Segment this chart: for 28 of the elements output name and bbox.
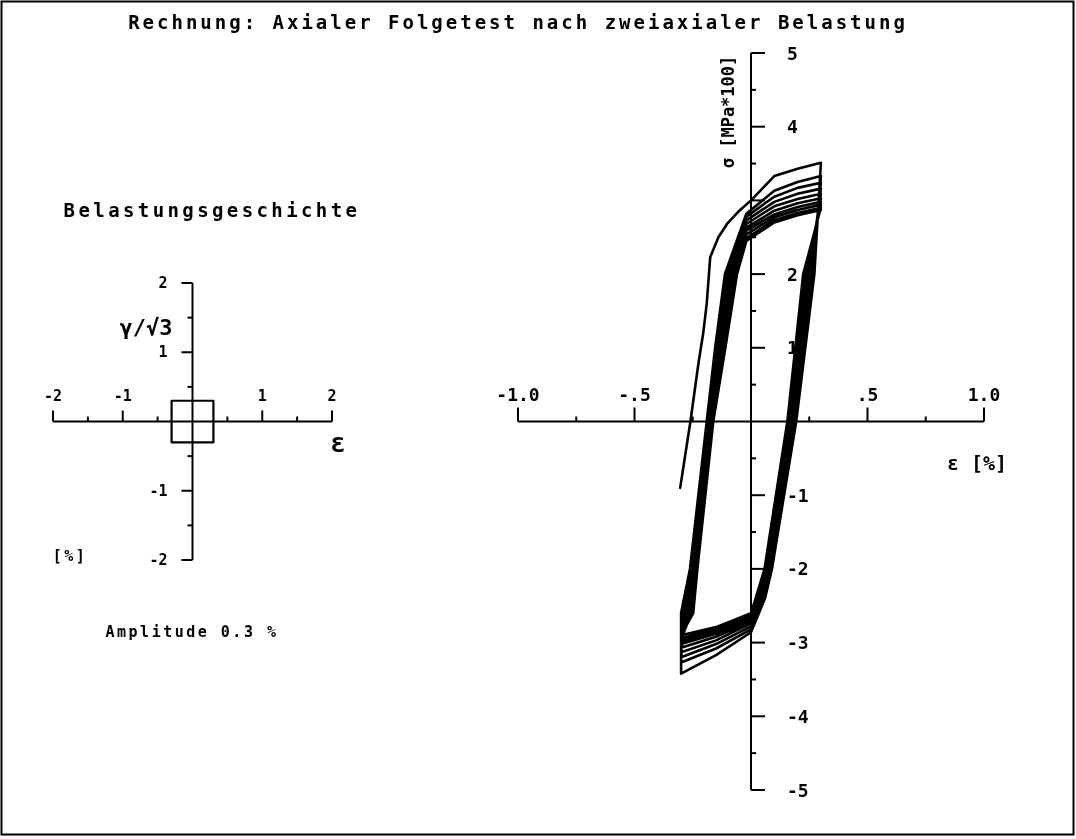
- y-tick-label: 2: [158, 274, 168, 292]
- x-axis-title: ε [%]: [946, 451, 1008, 475]
- y-tick-label: 5: [787, 42, 798, 64]
- x-tick-label: 1: [257, 386, 267, 405]
- x-tick-label: -1: [113, 386, 132, 405]
- chart-title: Belastungsgeschichte: [63, 199, 361, 221]
- x-tick-label: -2: [43, 386, 63, 405]
- chart-title: Rechnung: Axialer Folgetest nach zweiaxialer Belastung: [128, 11, 908, 33]
- x-tick-label: -.5: [618, 383, 651, 405]
- y-tick-label: 2: [787, 263, 798, 285]
- y-tick-label: -3: [787, 632, 809, 654]
- text: Amplitude 0.3 %: [105, 623, 279, 641]
- y-axis-title: σ [MPa*100]: [718, 55, 738, 169]
- annotation: [%]: [52, 547, 88, 565]
- x-tick-label: -1.0: [496, 383, 540, 405]
- y-tick-label: 4: [787, 116, 798, 138]
- y-tick-label: -4: [787, 705, 809, 727]
- y-tick-label: -1: [149, 481, 168, 500]
- y-axis-title: γ/√3: [119, 314, 173, 340]
- y-tick-label: 1: [158, 343, 168, 362]
- x-tick-label: 1.0: [967, 383, 1001, 405]
- x-tick-label: 2: [327, 386, 337, 405]
- x-axis-title: ε: [330, 428, 346, 458]
- y-tick-label: -1: [787, 484, 809, 506]
- x-tick-label: .5: [856, 383, 879, 405]
- y-tick-label: -2: [787, 558, 809, 580]
- y-tick-label: -2: [149, 551, 168, 569]
- y-tick-label: -5: [787, 779, 809, 801]
